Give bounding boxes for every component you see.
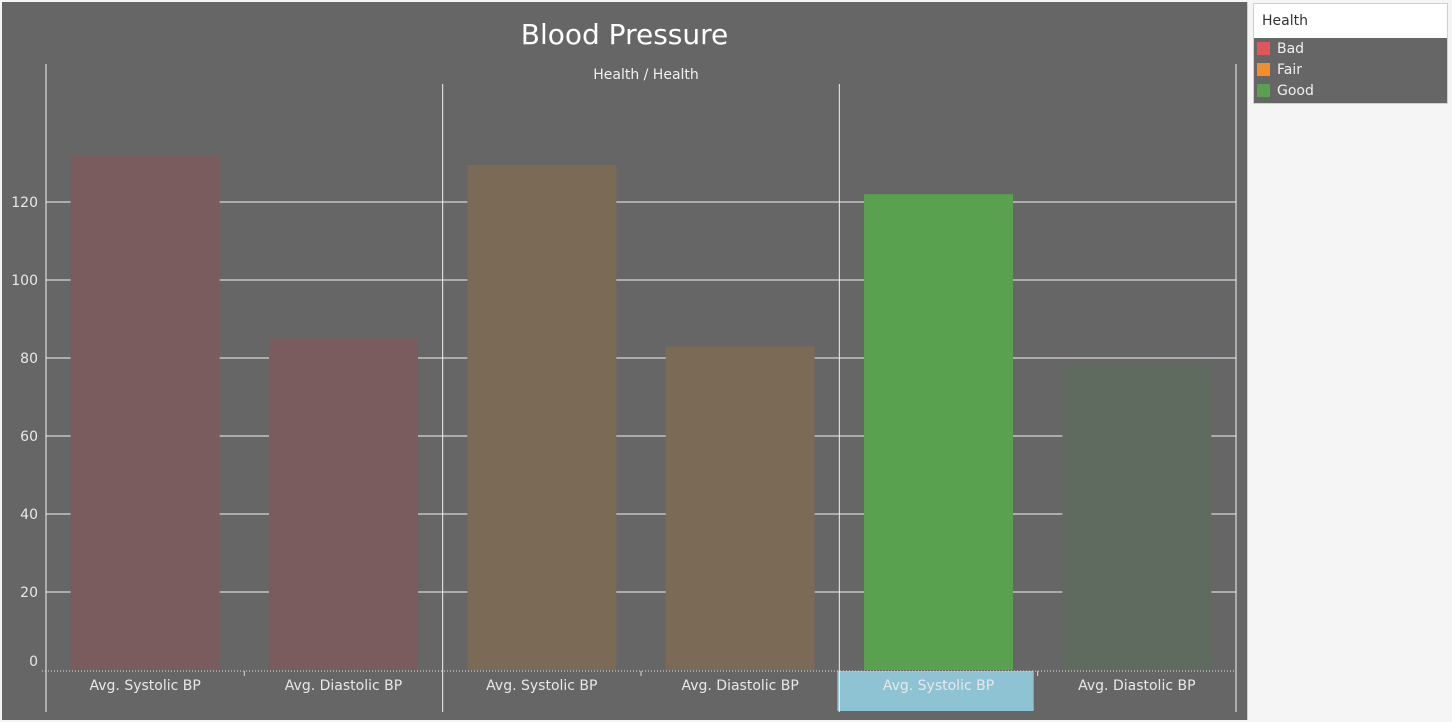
legend-item-good[interactable]: Good (1254, 80, 1447, 101)
y-tick-label: 20 (20, 585, 38, 601)
y-tick-label: 0 (29, 654, 38, 670)
bar (70, 155, 220, 670)
legend-items: Bad Fair Good (1254, 38, 1447, 103)
bar (864, 194, 1013, 670)
legend-swatch-fair (1257, 63, 1270, 76)
y-tick-label: 80 (20, 351, 38, 367)
y-tick-label: 120 (11, 195, 38, 211)
legend-item-fair[interactable]: Fair (1254, 59, 1447, 80)
chart-panel: Blood Pressure Avg. Systolic BP Avg. Dias… (2, 2, 1248, 720)
bar (665, 346, 815, 670)
legend-label-fair: Fair (1277, 61, 1302, 78)
column-header: Health / Health (593, 67, 699, 83)
y-tick-label: 60 (20, 429, 38, 445)
legend: Health Bad Fair Good (1253, 3, 1448, 104)
category-label: Avg. Diastolic BP (681, 678, 798, 694)
chart-title: Blood Pressure (520, 18, 729, 51)
legend-label-bad: Bad (1277, 40, 1305, 57)
category-label: Avg. Systolic BP (883, 678, 994, 694)
category-label: Avg. Systolic BP (90, 678, 201, 694)
legend-swatch-good (1257, 84, 1270, 97)
bar (467, 164, 617, 670)
category-label: Avg. Diastolic BP (1078, 678, 1195, 694)
category-label: Avg. Diastolic BP (285, 678, 402, 694)
y-tick-label: 100 (11, 273, 38, 289)
legend-title: Health (1254, 4, 1447, 38)
bar-chart: Avg. Systolic BP Avg. Diastolic BP Avg. Sy… (11, 64, 1237, 712)
selected-label-highlight (837, 671, 1034, 711)
category-label: Avg. Systolic BP (486, 678, 597, 694)
bar (269, 338, 418, 670)
y-tick-label: 40 (20, 507, 38, 523)
bar (1062, 365, 1212, 670)
legend-swatch-bad (1257, 42, 1270, 55)
legend-item-bad[interactable]: Bad (1254, 38, 1447, 59)
legend-label-good: Good (1277, 82, 1314, 99)
